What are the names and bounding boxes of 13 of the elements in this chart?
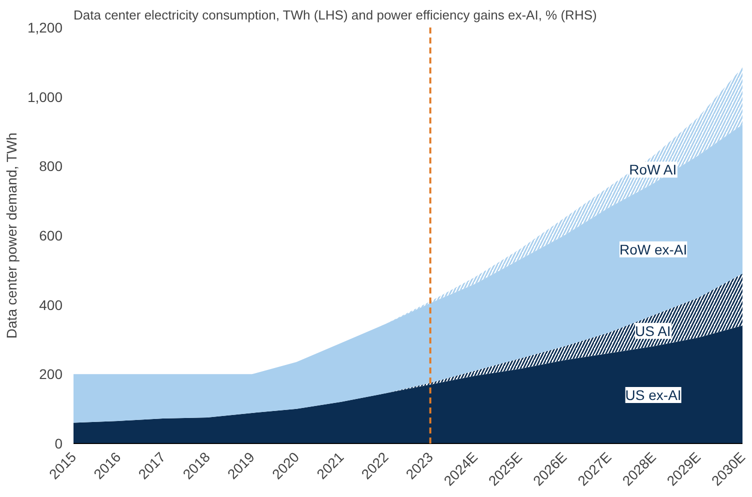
y-tick-label: 1,000 bbox=[27, 88, 63, 105]
series-label: RoW ex-AI bbox=[619, 241, 688, 258]
y-tick-label: 800 bbox=[39, 158, 63, 174]
series-label: US AI bbox=[635, 322, 671, 339]
y-tick-label: 200 bbox=[39, 366, 63, 382]
y-tick-label: 0 bbox=[54, 436, 63, 452]
y-tick-label: 400 bbox=[39, 296, 63, 313]
y-tick-label: 600 bbox=[39, 228, 63, 244]
y-axis-title: Data center power demand, TWh bbox=[3, 132, 20, 339]
y-tick-label: 1,200 bbox=[27, 20, 63, 36]
series-label: US ex-AI bbox=[625, 386, 682, 403]
series-label: RoW AI bbox=[629, 162, 677, 178]
chart-title: Data center electricity consumption, TWh (LHS) and power efficiency gains ex-AI, % (RHS) bbox=[74, 8, 597, 22]
